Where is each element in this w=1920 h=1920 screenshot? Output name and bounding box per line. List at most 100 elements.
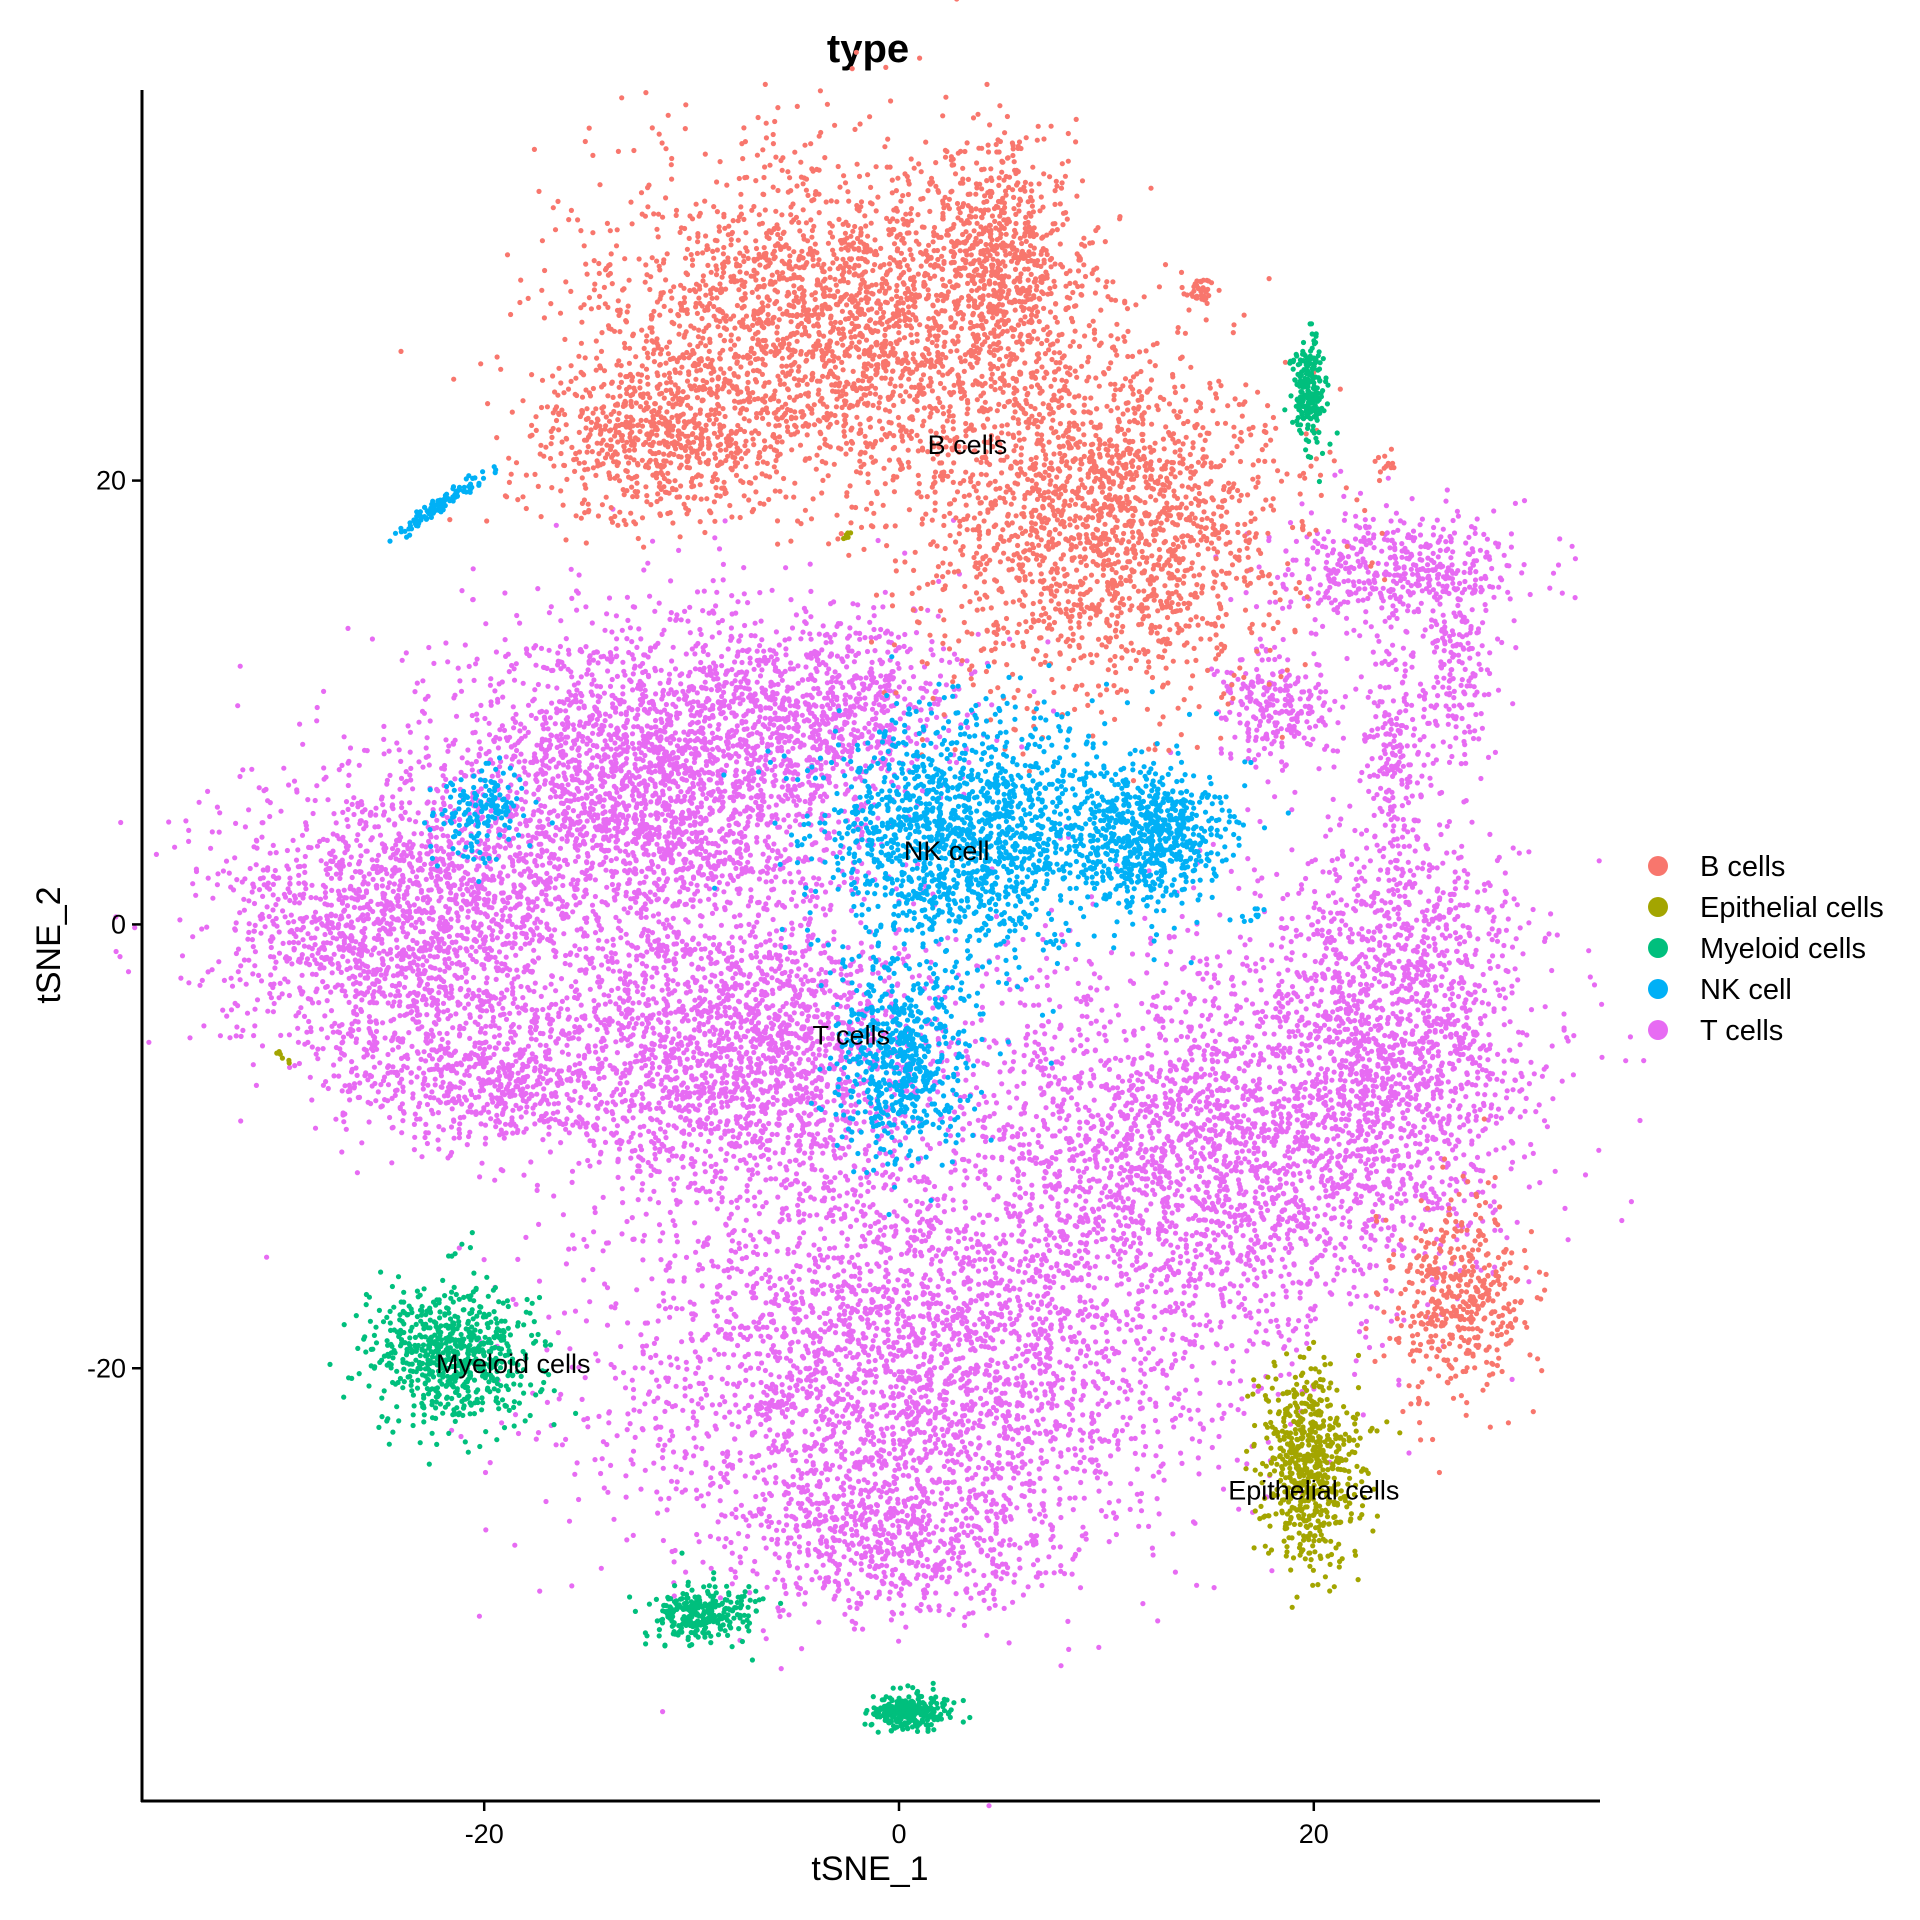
data-point [555, 813, 561, 819]
data-point [436, 888, 443, 895]
data-point [467, 1035, 473, 1041]
data-point [571, 792, 577, 798]
data-point [773, 874, 779, 880]
data-point [580, 734, 586, 740]
data-point [342, 850, 348, 856]
data-point [818, 1167, 825, 1173]
data-point [513, 952, 519, 958]
data-point [690, 897, 696, 903]
data-point [902, 631, 908, 638]
data-point [574, 1016, 580, 1023]
data-point [444, 788, 450, 794]
data-point [438, 1054, 444, 1060]
data-point [627, 877, 633, 883]
data-point [500, 694, 506, 700]
data-point [945, 935, 951, 941]
data-point [576, 705, 582, 711]
data-point [345, 806, 351, 813]
data-point [575, 747, 581, 753]
data-point [413, 908, 419, 915]
data-point [823, 760, 829, 766]
data-point [193, 892, 199, 898]
data-point [675, 902, 681, 908]
data-point [250, 1062, 256, 1068]
data-point [463, 979, 470, 985]
data-point [636, 831, 642, 838]
data-point [614, 1123, 621, 1129]
data-point [351, 795, 357, 801]
data-point [880, 1162, 886, 1168]
data-point [237, 977, 243, 983]
data-point [389, 802, 396, 808]
data-point [589, 681, 595, 687]
data-point [576, 572, 582, 578]
data-point [409, 844, 415, 851]
data-point [282, 894, 289, 900]
data-point [547, 937, 553, 944]
data-point [426, 838, 432, 845]
data-point [620, 812, 626, 818]
data-point [476, 993, 482, 999]
data-point [469, 884, 475, 890]
data-point [501, 727, 508, 734]
data-point [214, 882, 220, 888]
data-point [612, 869, 618, 875]
data-point [717, 941, 723, 948]
data-point [705, 840, 711, 846]
data-point [494, 935, 500, 941]
data-point [655, 814, 661, 821]
data-point [640, 904, 647, 911]
data-point [284, 847, 290, 854]
data-point [322, 931, 328, 938]
data-point [656, 600, 662, 606]
data-point [669, 658, 675, 664]
data-point [380, 961, 386, 967]
data-point [698, 923, 704, 929]
data-point [837, 1170, 843, 1176]
data-point [428, 1027, 434, 1033]
data-point [508, 906, 514, 912]
data-point [599, 828, 605, 834]
data-point [744, 756, 750, 762]
data-point [238, 963, 244, 969]
data-point [614, 636, 620, 642]
data-point [241, 907, 247, 913]
data-point [481, 872, 487, 878]
data-point [214, 804, 220, 810]
data-point [495, 699, 501, 705]
data-point [406, 1030, 412, 1036]
data-point [657, 727, 663, 734]
data-point [349, 1021, 355, 1027]
data-point [471, 974, 477, 981]
data-point [373, 1028, 380, 1034]
data-point [791, 798, 797, 804]
data-point [381, 809, 388, 815]
data-point [507, 734, 513, 740]
data-point [401, 984, 408, 990]
data-point [549, 779, 555, 785]
data-point [337, 916, 343, 922]
data-point [584, 867, 590, 874]
data-point [590, 755, 596, 761]
data-point [707, 723, 713, 729]
data-point [302, 915, 308, 921]
data-point [688, 751, 695, 757]
data-point [578, 699, 584, 705]
data-point [699, 767, 705, 773]
data-point [690, 790, 696, 797]
data-point [565, 759, 572, 765]
data-point [838, 971, 844, 978]
data-point [497, 844, 503, 850]
data-point [360, 905, 367, 911]
data-point [345, 958, 351, 964]
data-point [641, 778, 647, 784]
data-point [392, 1030, 398, 1036]
data-point [266, 913, 272, 920]
data-point [320, 882, 326, 888]
data-point [266, 886, 273, 892]
data-point [378, 864, 384, 871]
data-point [379, 876, 385, 883]
data-point [602, 627, 608, 633]
data-point [796, 869, 802, 875]
data-point [507, 913, 513, 919]
